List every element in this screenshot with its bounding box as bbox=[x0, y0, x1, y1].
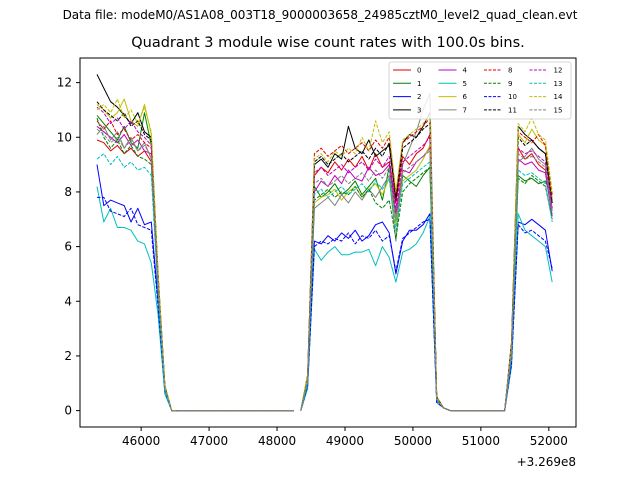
legend-label-13: 13 bbox=[554, 80, 563, 88]
legend-label-2: 2 bbox=[417, 93, 421, 101]
legend-label-14: 14 bbox=[554, 93, 563, 101]
series-line-8-segment-2 bbox=[300, 117, 444, 411]
series-line-7-segment-0 bbox=[96, 125, 179, 412]
series-lines bbox=[96, 74, 553, 412]
series-line-4-segment-0 bbox=[96, 125, 179, 412]
series-line-12-segment-4 bbox=[491, 147, 553, 412]
series-line-10-segment-2 bbox=[300, 218, 444, 411]
axes-frame bbox=[79, 57, 577, 428]
series-line-14-segment-0 bbox=[96, 98, 179, 412]
x-axis: 46000 47000 48000 49000 50000 51000 52000 bbox=[122, 427, 568, 448]
y-tick-label: 6 bbox=[64, 240, 72, 254]
series-line-4-segment-4 bbox=[491, 158, 553, 412]
series-line-1-segment-4 bbox=[491, 175, 553, 412]
legend-label-12: 12 bbox=[554, 67, 563, 75]
legend-label-4: 4 bbox=[463, 67, 468, 75]
legend-label-8: 8 bbox=[508, 67, 512, 75]
series-line-15-segment-2 bbox=[300, 150, 444, 411]
series-line-13-segment-2 bbox=[300, 161, 444, 411]
legend-label-0: 0 bbox=[417, 67, 421, 75]
x-tick-label: 51000 bbox=[462, 434, 500, 448]
x-tick-label: 49000 bbox=[326, 434, 364, 448]
y-tick-label: 4 bbox=[64, 294, 72, 308]
series-line-5-segment-2 bbox=[300, 216, 444, 411]
series-line-14-segment-2 bbox=[300, 114, 444, 411]
series-line-7-segment-4 bbox=[491, 147, 553, 412]
series-line-4-segment-2 bbox=[300, 147, 444, 411]
series-line-12-segment-2 bbox=[300, 136, 444, 411]
legend-label-15: 15 bbox=[554, 106, 563, 114]
legend-box bbox=[388, 61, 572, 120]
series-line-0-segment-0 bbox=[96, 139, 179, 412]
chart-title: Quadrant 3 module wise count rates with … bbox=[131, 35, 525, 51]
series-line-8-segment-4 bbox=[491, 131, 553, 412]
legend-label-11: 11 bbox=[508, 106, 517, 114]
series-line-12-segment-0 bbox=[96, 106, 179, 412]
x-tick-label: 46000 bbox=[122, 434, 160, 448]
figure-supertitle: Data file: modeM0/AS1A08_003T18_90000036… bbox=[62, 8, 578, 22]
legend-label-5: 5 bbox=[463, 80, 467, 88]
series-line-15-segment-3 bbox=[443, 407, 492, 412]
x-tick-label: 48000 bbox=[258, 434, 296, 448]
y-tick-label: 0 bbox=[64, 404, 72, 418]
series-line-0-segment-4 bbox=[491, 147, 553, 412]
legend-label-3: 3 bbox=[417, 106, 421, 114]
x-tick-label: 52000 bbox=[530, 434, 568, 448]
series-line-3-segment-2 bbox=[300, 112, 444, 411]
y-axis: 0 2 4 6 8 10 12 bbox=[57, 76, 80, 418]
series-line-0-segment-2 bbox=[300, 134, 444, 411]
series-line-10-segment-0 bbox=[97, 196, 179, 412]
series-line-2-segment-2 bbox=[300, 213, 444, 411]
legend-label-9: 9 bbox=[508, 80, 512, 88]
x-tick-label: 50000 bbox=[394, 434, 432, 448]
series-line-2-segment-4 bbox=[491, 218, 553, 412]
series-line-7-segment-2 bbox=[300, 93, 444, 411]
y-tick-label: 2 bbox=[64, 349, 72, 363]
series-line-8-segment-0 bbox=[96, 120, 179, 412]
y-tick-label: 12 bbox=[57, 76, 72, 90]
series-line-9-segment-2 bbox=[300, 166, 444, 411]
series-line-10-segment-4 bbox=[491, 224, 553, 412]
x-tick-label: 47000 bbox=[190, 434, 228, 448]
legend-label-10: 10 bbox=[508, 93, 517, 101]
legend-label-6: 6 bbox=[463, 93, 468, 101]
series-line-9-segment-0 bbox=[96, 117, 179, 412]
series-line-15-segment-4 bbox=[491, 153, 553, 412]
series-line-1-segment-2 bbox=[300, 166, 444, 411]
legend-label-7: 7 bbox=[463, 106, 467, 114]
series-line-1-segment-0 bbox=[96, 112, 179, 412]
series-line-13-segment-4 bbox=[491, 169, 553, 412]
series-line-3-segment-4 bbox=[491, 125, 553, 412]
series-line-2-segment-0 bbox=[96, 164, 179, 412]
x-offset-label: +3.269e8 bbox=[517, 455, 576, 469]
series-line-15-segment-0 bbox=[96, 128, 179, 412]
y-tick-label: 8 bbox=[64, 185, 72, 199]
series-line-13-segment-0 bbox=[96, 153, 179, 412]
series-line-5-segment-0 bbox=[96, 186, 179, 412]
series-line-5-segment-4 bbox=[491, 213, 553, 412]
series-line-9-segment-4 bbox=[491, 175, 553, 412]
legend-label-1: 1 bbox=[417, 80, 421, 88]
series-line-11-segment-2 bbox=[300, 123, 444, 411]
y-tick-label: 10 bbox=[57, 130, 72, 144]
series-line-6-segment-2 bbox=[300, 145, 444, 411]
